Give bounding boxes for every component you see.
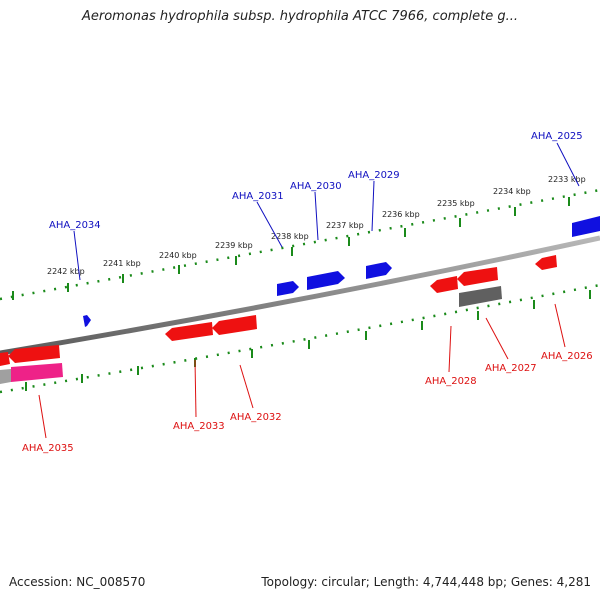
gene-block-aha-2035-left[interactable] [0,352,10,366]
forward-label-leaders [73,142,580,281]
gene-block-aha-2026[interactable] [535,255,557,270]
ruler-label-2235: 2235 kbp [437,199,475,208]
gene-label-aha-2031[interactable]: AHA_2031 [232,191,284,202]
gene-block-aha-2033[interactable] [165,322,213,341]
gene-block-aha-2031[interactable] [277,281,299,296]
ruler-label-2241: 2241 kbp [103,259,141,268]
genome-backbone [0,235,600,356]
ruler-label-2237: 2237 kbp [326,221,364,230]
gene-block-aha-2030[interactable] [307,271,345,290]
accession-text: Accession: NC_008570 [9,575,146,589]
gene-block-aha-2025[interactable] [572,216,600,237]
gene-label-aha-2028[interactable]: AHA_2028 [425,376,477,387]
reverse-genes [0,255,557,384]
outer-ruler-ticks [12,197,570,300]
gene-block-aha-2035-grey[interactable] [0,369,11,384]
ruler-label-2242: 2242 kbp [47,267,85,276]
map-title: Aeromonas hydrophila subsp. hydrophila A… [81,9,519,24]
reverse-label-leaders [38,303,566,439]
gene-label-aha-2034[interactable]: AHA_2034 [49,220,101,231]
gene-block-aha-2032[interactable] [212,315,257,335]
forward-gene-labels: AHA_2025 AHA_2029 AHA_2030 AHA_2031 AHA_… [49,131,583,231]
gene-block-aha-2027-upper[interactable] [457,267,498,286]
inner-ruler-ticks [25,290,591,391]
forward-genes [83,216,600,327]
gene-label-aha-2035[interactable]: AHA_2035 [22,443,74,454]
reverse-gene-labels: AHA_2026 AHA_2027 AHA_2028 AHA_2032 AHA_… [22,351,593,454]
gene-label-aha-2033[interactable]: AHA_2033 [173,421,225,432]
gene-block-aha-2035-lower[interactable] [11,363,63,382]
gene-block-aha-2027-lower[interactable] [459,286,502,307]
gene-block-aha-2035-upper[interactable] [8,345,60,363]
ruler-label-2240: 2240 kbp [159,251,197,260]
gene-block-aha-2029[interactable] [366,262,392,279]
gene-block-aha-2034[interactable] [83,315,91,327]
gene-label-aha-2029[interactable]: AHA_2029 [348,170,400,181]
ruler-label-2238: 2238 kbp [271,232,309,241]
gene-label-aha-2030[interactable]: AHA_2030 [290,181,342,192]
ruler-label-2239: 2239 kbp [215,241,253,250]
ruler-label-2236: 2236 kbp [382,210,420,219]
ruler-label-2233: 2233 kbp [548,175,586,184]
gene-block-aha-2028[interactable] [430,276,458,293]
gene-label-aha-2032[interactable]: AHA_2032 [230,412,282,423]
outer-ruler [0,188,600,301]
ruler-label-2234: 2234 kbp [493,187,531,196]
gene-label-aha-2025[interactable]: AHA_2025 [531,131,583,142]
genome-summary-text: Topology: circular; Length: 4,744,448 bp… [261,575,591,589]
gene-label-aha-2026[interactable]: AHA_2026 [541,351,593,362]
gene-label-aha-2027[interactable]: AHA_2027 [485,363,537,374]
